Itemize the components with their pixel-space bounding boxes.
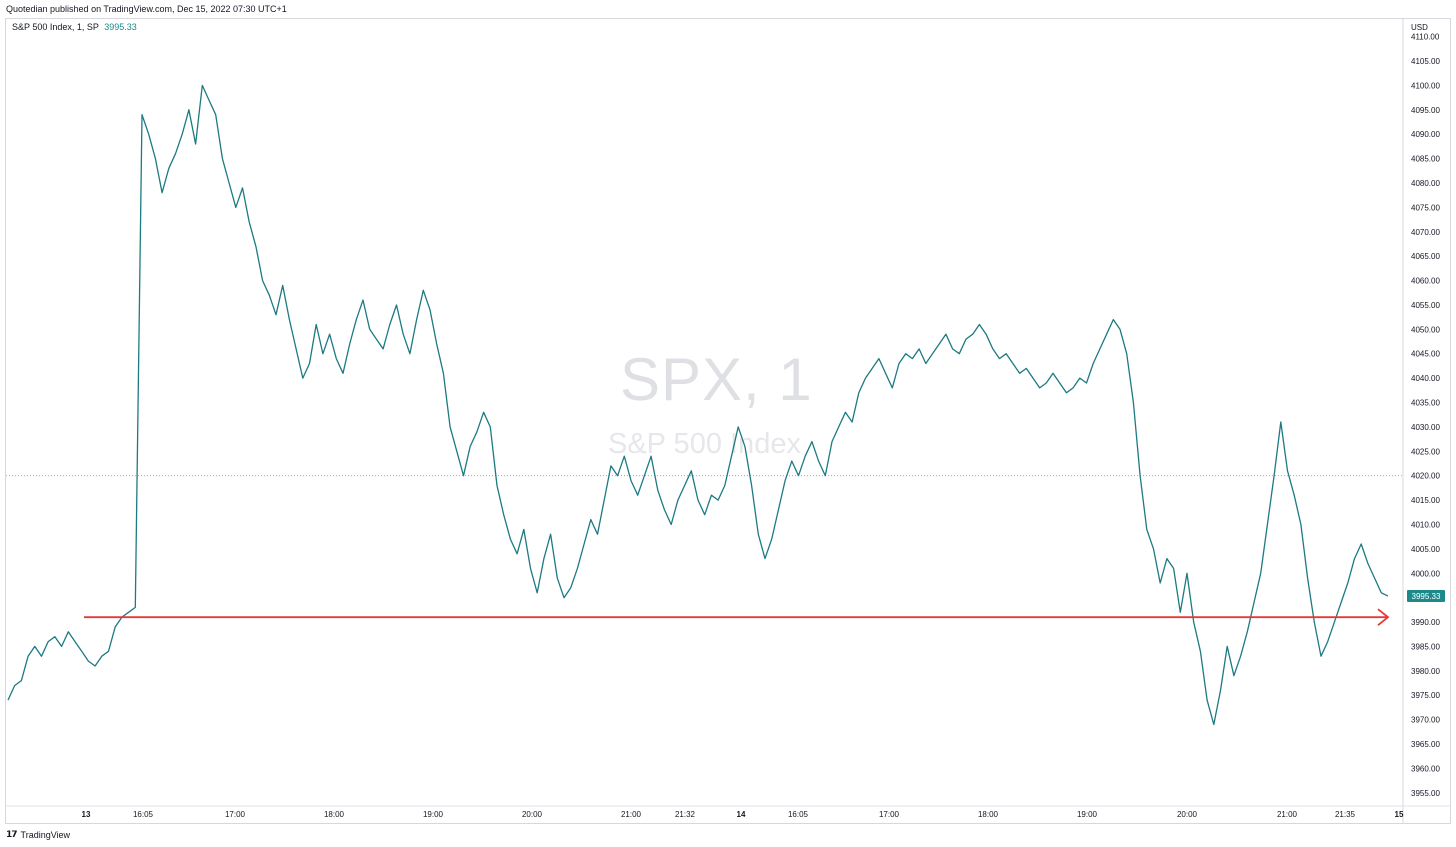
- y-tick-label: 4025.00: [1411, 447, 1440, 456]
- publish-info: Quotedian published on TradingView.com, …: [6, 4, 287, 14]
- y-tick-label: 4070.00: [1411, 228, 1440, 237]
- symbol-legend: S&P 500 Index, 1, SP 3995.33: [12, 22, 137, 32]
- x-tick-label: 15: [1395, 810, 1404, 819]
- y-tick-label: 3985.00: [1411, 642, 1440, 651]
- watermark-symbol: SPX, 1: [620, 346, 813, 413]
- y-tick-label: 3955.00: [1411, 789, 1440, 798]
- y-tick-label: 4080.00: [1411, 179, 1440, 188]
- last-value: 3995.33: [104, 22, 137, 32]
- y-tick-label: 4060.00: [1411, 277, 1440, 286]
- price-badge-label: 3995.33: [1412, 592, 1441, 601]
- x-tick-label: 17:00: [225, 810, 246, 819]
- y-tick-label: 4040.00: [1411, 374, 1440, 383]
- y-tick-label: 4065.00: [1411, 252, 1440, 261]
- y-tick-label: 4075.00: [1411, 203, 1440, 212]
- chart-frame: [5, 18, 1451, 824]
- x-tick-label: 16:05: [133, 810, 154, 819]
- y-tick-label: 4090.00: [1411, 130, 1440, 139]
- x-tick-label: 18:00: [978, 810, 999, 819]
- x-tick-label: 21:32: [675, 810, 696, 819]
- y-tick-label: 4095.00: [1411, 106, 1440, 115]
- y-tick-label: 3975.00: [1411, 691, 1440, 700]
- series-line: [7, 84, 1389, 726]
- footer: 𝟭𝟳 TradingView: [6, 829, 70, 840]
- y-tick-label: 3970.00: [1411, 716, 1440, 725]
- y-tick-label: 4100.00: [1411, 81, 1440, 90]
- x-tick-label: 21:00: [621, 810, 642, 819]
- y-tick-label: 4110.00: [1411, 33, 1440, 42]
- x-tick-label: 13: [82, 810, 91, 819]
- y-tick-label: 4005.00: [1411, 545, 1440, 554]
- y-tick-label: 3990.00: [1411, 618, 1440, 627]
- watermark-name: S&P 500 Index: [608, 428, 801, 460]
- tradingview-logo-icon: 𝟭𝟳: [6, 829, 17, 839]
- x-tick-label: 21:35: [1335, 810, 1356, 819]
- arrow-head-icon: [1377, 608, 1390, 626]
- x-tick-label: 16:05: [788, 810, 809, 819]
- y-tick-label: 4000.00: [1411, 569, 1440, 578]
- currency-label: USD: [1411, 23, 1428, 32]
- y-tick-label: 3960.00: [1411, 764, 1440, 773]
- x-tick-label: 18:00: [324, 810, 345, 819]
- y-tick-label: 4045.00: [1411, 350, 1440, 359]
- y-tick-label: 3980.00: [1411, 667, 1440, 676]
- x-tick-label: 20:00: [1177, 810, 1198, 819]
- x-tick-label: 20:00: [522, 810, 543, 819]
- y-tick-label: 4035.00: [1411, 399, 1440, 408]
- y-tick-label: 4085.00: [1411, 155, 1440, 164]
- y-tick-label: 3965.00: [1411, 740, 1440, 749]
- y-tick-label: 4105.00: [1411, 57, 1440, 66]
- price-badge: [1407, 590, 1445, 603]
- x-tick-label: 14: [737, 810, 746, 819]
- y-tick-label: 4020.00: [1411, 472, 1440, 481]
- x-tick-label: 21:00: [1277, 810, 1298, 819]
- x-tick-label: 17:00: [879, 810, 900, 819]
- symbol-label: S&P 500 Index, 1, SP: [12, 22, 99, 32]
- x-tick-label: 19:00: [423, 810, 444, 819]
- y-tick-label: 4030.00: [1411, 423, 1440, 432]
- y-tick-label: 4055.00: [1411, 301, 1440, 310]
- y-tick-label: 4015.00: [1411, 496, 1440, 505]
- x-tick-label: 19:00: [1077, 810, 1098, 819]
- brand-label: TradingView: [20, 829, 71, 840]
- y-tick-label: 4010.00: [1411, 520, 1440, 529]
- y-tick-label: 4050.00: [1411, 325, 1440, 334]
